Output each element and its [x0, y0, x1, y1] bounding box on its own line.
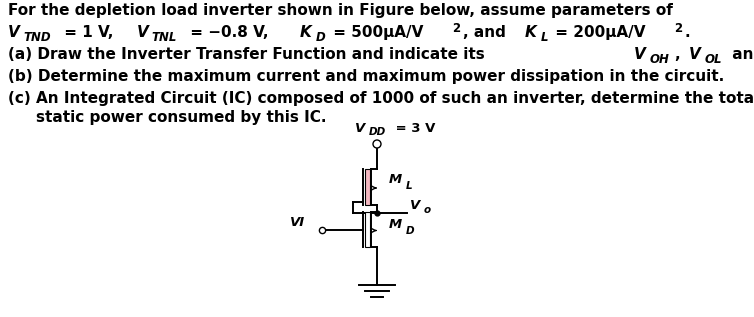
Text: V: V	[8, 25, 20, 40]
Bar	[365, 212, 370, 247]
Text: M: M	[389, 173, 402, 186]
Text: (c) An Integrated Circuit (IC) composed of 1000 of such an inverter, determine t: (c) An Integrated Circuit (IC) composed …	[8, 91, 754, 106]
Text: and: and	[727, 47, 754, 62]
Text: 2: 2	[674, 22, 682, 35]
Text: OL: OL	[704, 53, 722, 66]
Text: M: M	[389, 217, 402, 230]
Text: DD: DD	[368, 127, 385, 137]
Text: ,: ,	[675, 47, 686, 62]
Text: V: V	[136, 25, 149, 40]
Text: = 200μA/V: = 200μA/V	[550, 25, 645, 40]
Text: D: D	[315, 31, 325, 44]
Text: , and: , and	[462, 25, 510, 40]
Text: L: L	[406, 181, 412, 191]
Text: VI: VI	[290, 216, 305, 229]
Text: V: V	[634, 47, 645, 62]
Bar	[365, 169, 370, 205]
Text: V: V	[410, 199, 420, 212]
Text: 2: 2	[452, 22, 460, 35]
Text: = 500μA/V: = 500μA/V	[328, 25, 424, 40]
Text: L: L	[541, 31, 548, 44]
Text: OH: OH	[649, 53, 669, 66]
Text: TNL: TNL	[152, 31, 177, 44]
Text: V: V	[689, 47, 701, 62]
Text: D: D	[406, 225, 415, 236]
Text: V: V	[355, 122, 365, 135]
Text: K: K	[525, 25, 537, 40]
Text: (b) Determine the maximum current and maximum power dissipation in the circuit.: (b) Determine the maximum current and ma…	[8, 69, 725, 84]
Text: static power consumed by this IC.: static power consumed by this IC.	[36, 110, 326, 125]
Text: K: K	[300, 25, 312, 40]
Text: .: .	[685, 25, 691, 40]
Text: (a) Draw the Inverter Transfer Function and indicate its: (a) Draw the Inverter Transfer Function …	[8, 47, 490, 62]
Text: o: o	[423, 205, 431, 215]
Circle shape	[373, 140, 381, 148]
Text: = 1 V,: = 1 V,	[59, 25, 119, 40]
Text: For the depletion load inverter shown in Figure below, assume parameters of: For the depletion load inverter shown in…	[8, 3, 678, 18]
Text: TND: TND	[23, 31, 51, 44]
Text: = 3 V: = 3 V	[391, 122, 435, 135]
Text: = −0.8 V,: = −0.8 V,	[185, 25, 274, 40]
